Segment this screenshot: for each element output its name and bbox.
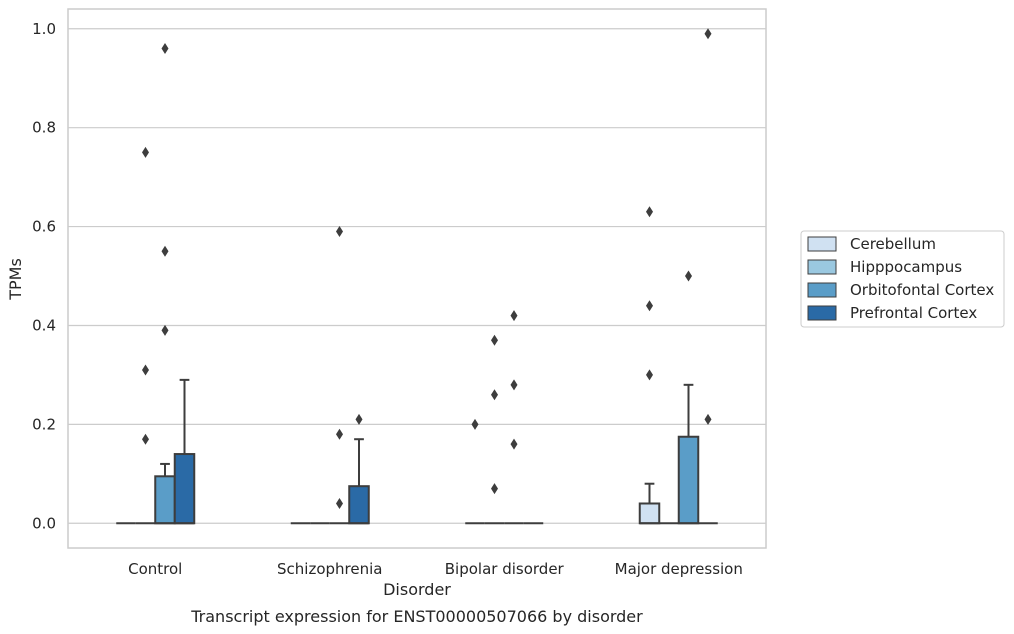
gridlines — [68, 28, 766, 524]
box-0-2 — [465, 418, 485, 525]
box-3-1 — [348, 413, 370, 525]
outlier-point — [491, 334, 498, 346]
y-tick-label: 0.2 — [32, 415, 56, 433]
outlier-point — [355, 413, 363, 425]
x-tick-label: Bipolar disorder — [445, 560, 565, 578]
legend-swatch — [807, 282, 837, 298]
legend-label: Hipppocampus — [850, 258, 962, 276]
x-axis-label: Disorder — [383, 580, 451, 599]
y-tick-label: 0.6 — [32, 218, 56, 236]
box-3-3 — [698, 28, 718, 525]
y-tick-label: 0.8 — [32, 119, 56, 137]
outlier-point — [646, 206, 653, 218]
outlier-point — [646, 300, 653, 312]
y-tick-labels: 0.0 0.2 0.4 0.6 0.8 1.0 — [32, 20, 56, 532]
x-tick-label: Schizophrenia — [277, 560, 382, 578]
legend-swatch — [807, 259, 837, 275]
legend: Cerebellum Hipppocampus Orbitofontal Corte… — [800, 230, 1005, 328]
outlier-point — [336, 497, 343, 509]
outlier-point — [161, 43, 169, 55]
outlier-point — [142, 146, 149, 158]
chart-caption: Transcript expression for ENST0000050706… — [190, 607, 643, 626]
box-1-0 — [135, 146, 156, 525]
box-body — [348, 485, 370, 525]
outlier-point — [142, 364, 149, 376]
box-2-3 — [677, 270, 700, 525]
legend-frame — [800, 230, 1005, 328]
outlier-point — [510, 379, 518, 391]
box-body — [173, 453, 196, 525]
outlier-point — [510, 310, 518, 322]
legend-label: Cerebellum — [850, 235, 936, 253]
plot-marks — [116, 28, 718, 525]
box-body — [154, 475, 176, 525]
box-2-2 — [504, 310, 524, 525]
box-body — [677, 435, 700, 525]
box-1-2 — [484, 334, 505, 525]
x-tick-label: Control — [128, 560, 182, 578]
legend-swatch — [807, 236, 837, 252]
box-2-0 — [154, 43, 176, 525]
box-0-3 — [638, 206, 661, 525]
outlier-point — [704, 413, 712, 425]
outlier-point — [491, 389, 498, 401]
x-tick-label: Major depression — [615, 560, 743, 578]
y-tick-label: 0.4 — [32, 316, 56, 334]
box-2-1 — [329, 226, 350, 525]
outlier-point — [685, 270, 692, 282]
outlier-point — [161, 324, 169, 336]
legend-label: Prefrontal Cortex — [850, 304, 977, 322]
y-tick-label: 0.0 — [32, 514, 56, 532]
outlier-point — [510, 438, 518, 450]
box-3-0 — [173, 378, 196, 525]
outlier-point — [336, 428, 343, 440]
legend-label: Orbitofontal Cortex — [850, 281, 994, 299]
legend-swatch — [807, 305, 837, 321]
outlier-point — [471, 418, 479, 430]
outlier-point — [336, 226, 343, 238]
y-tick-label: 1.0 — [32, 20, 56, 38]
outlier-point — [161, 245, 169, 257]
y-axis-label: TPMs — [6, 258, 25, 301]
outlier-point — [646, 369, 653, 381]
outlier-point — [491, 483, 498, 495]
x-tick-labels: Control Schizophrenia Bipolar disorder Majo… — [128, 560, 743, 578]
plot-frame — [67, 8, 767, 549]
outlier-point — [142, 433, 149, 445]
box-body — [638, 502, 661, 525]
outlier-point — [704, 28, 712, 40]
